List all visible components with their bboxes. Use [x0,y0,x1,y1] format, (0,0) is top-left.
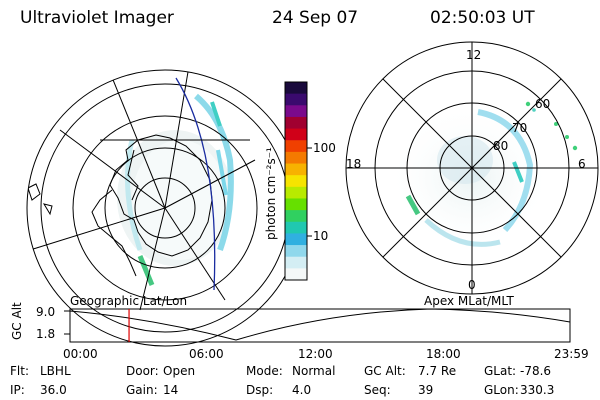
meta-label: IP: [10,383,25,397]
geographic-map [27,70,290,333]
peninsula-coast [91,189,137,277]
colorbar-segment [285,105,307,118]
mlat-label-70: 70 [512,121,528,135]
colorbar-segment [285,93,307,106]
timeline-xtick-2: 12:00 [298,347,333,361]
colorbar-segment [285,82,307,95]
observation-date: 24 Sep 07 [272,8,359,28]
colorbar-label-10: 10 [313,229,329,243]
colorbar-segment [285,116,307,130]
terminator-line [175,77,216,291]
timeline-y-label: GC Alt [10,302,24,340]
colorbar-segment [285,256,307,269]
timeline-xtick-4: 23:59 [554,347,589,361]
meta-label: Dsp: [246,383,274,397]
meta-value: 36.0 [40,383,67,397]
timeline-xtick-1: 06:00 [189,347,224,361]
colorbar-segment [285,140,307,153]
meta-value: LBHL [40,364,71,378]
colorbar [285,82,307,281]
colorbar-segment [285,186,307,199]
meta-value: Normal [292,364,336,378]
colorbar-segment [285,268,307,281]
colorbar-segment [285,151,307,165]
mlt-label-right: 6 [578,157,586,171]
meta-value: 7.7 Re [418,364,457,378]
mlat-label-60: 60 [535,97,551,111]
colorbar-segment [285,175,307,188]
island-coast [27,183,53,216]
meta-value: -78.6 [520,364,552,378]
instrument-title: Ultraviolet Imager [20,8,174,28]
mlat-label-80: 80 [493,139,509,153]
timeline-frame [69,308,571,343]
mlat-grid [346,42,598,294]
colorbar-segment [285,245,307,258]
colorbar-segment [285,128,307,141]
colorbar-unit-label: photon cm⁻²s⁻¹ [264,147,278,240]
altitude-curve [69,308,571,341]
left-panel-label: Geographic Lat/Lon [70,294,188,308]
colorbar-segment [285,198,307,211]
mlt-label-left: 18 [346,157,362,171]
meta-value: 14 [163,383,179,397]
meta-label: Mode: [246,364,283,378]
mlt-label-top: 12 [466,48,482,62]
meta-label: GLat: [484,364,517,378]
right-panel-border [345,41,599,295]
left-aurora-emission [117,93,234,286]
sector-line [127,149,139,201]
meta-value: 330.3 [520,383,555,397]
meta-label: Seq: [364,383,391,397]
timeline-ytick-high: 9.0 [36,305,56,319]
meta-label: Door: [126,364,159,378]
magnetic-polar-plot [346,42,598,294]
timeline-ytick-low: 1.8 [36,327,56,341]
colorbar-segment [285,233,307,246]
observation-time: 02:50:03 UT [430,8,535,28]
timeline-xtick-3: 18:00 [426,347,461,361]
meta-label: Gain: [126,383,158,397]
colorbar-frame [284,81,308,281]
meta-label: GLon: [484,383,519,397]
meta-label: GC Alt: [364,364,406,378]
colorbar-segment [285,210,307,223]
meta-value: 4.0 [292,383,312,397]
colorbar-segment [285,221,307,234]
colorbar-label-100: 100 [313,141,336,155]
meta-value: 39 [418,383,434,397]
right-panel-label: Apex MLat/MLT [424,294,514,308]
colorbar-segment [285,163,307,176]
meta-value: Open [163,364,196,378]
meta-label: Flt: [10,364,29,378]
timeline-xtick-0: 00:00 [63,347,98,361]
mlt-label-bottom: 0 [468,278,476,292]
